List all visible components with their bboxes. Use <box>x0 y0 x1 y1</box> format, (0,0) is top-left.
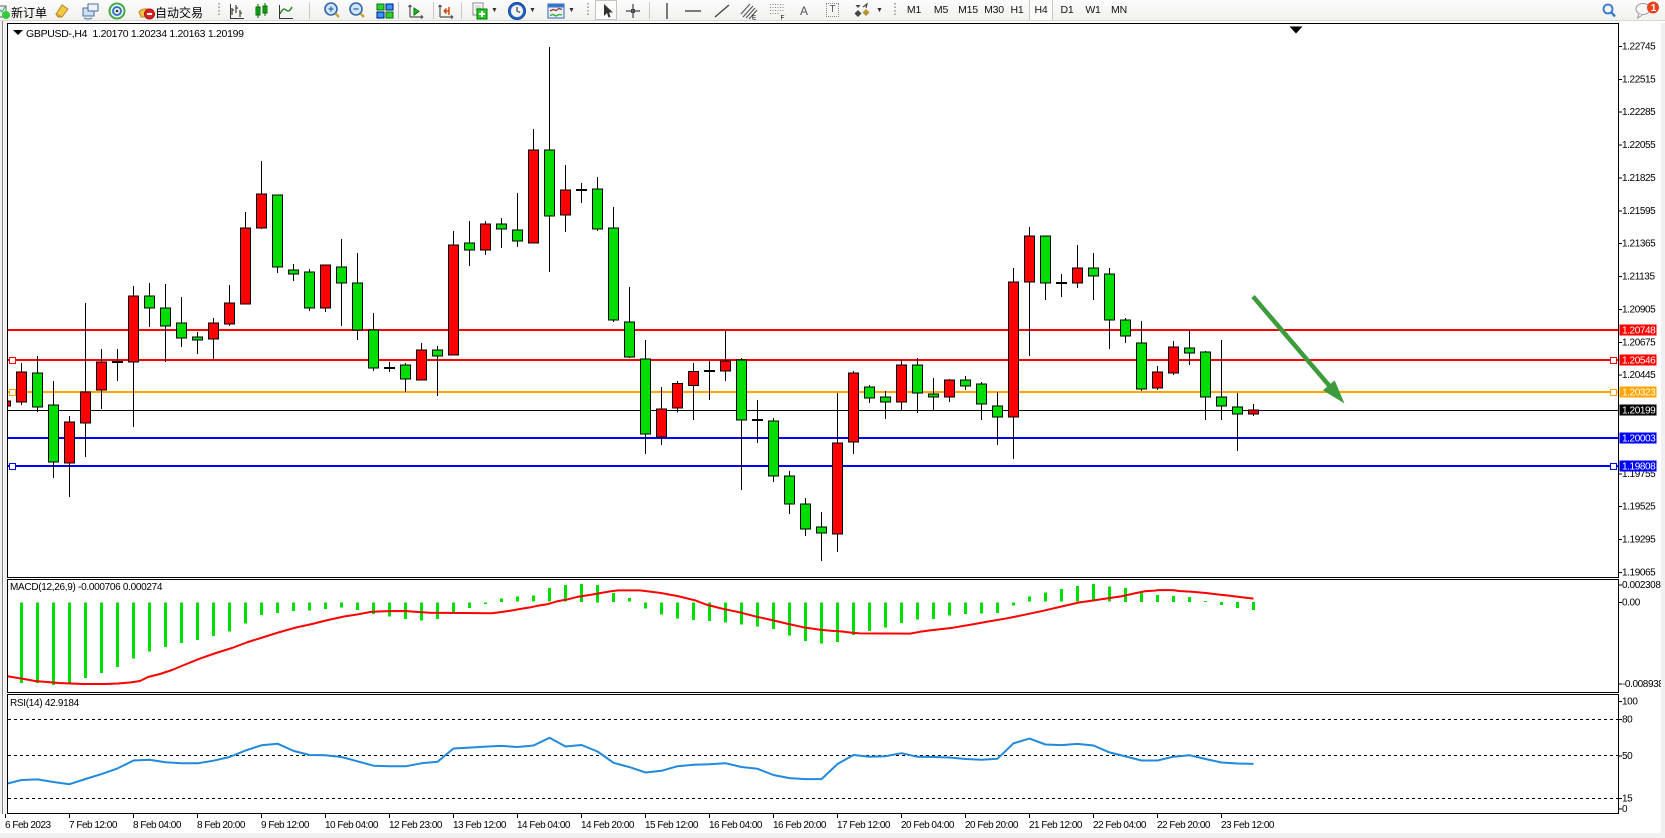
svg-text:1.20323: 1.20323 <box>1622 388 1656 399</box>
svg-text:15 Feb 12:00: 15 Feb 12:00 <box>645 820 699 831</box>
svg-text:1.22055: 1.22055 <box>1622 140 1656 151</box>
svg-text:1.19755: 1.19755 <box>1622 469 1656 480</box>
svg-text:100: 100 <box>1622 697 1638 708</box>
svg-text:1.22745: 1.22745 <box>1622 42 1656 53</box>
svg-text:1: 1 <box>1651 3 1657 14</box>
svg-text:0.00: 0.00 <box>1622 598 1641 609</box>
svg-text:0: 0 <box>1622 804 1628 815</box>
svg-text:7 Feb 12:00: 7 Feb 12:00 <box>69 820 118 831</box>
svg-text:15: 15 <box>1622 793 1633 804</box>
svg-text:12 Feb 23:00: 12 Feb 23:00 <box>389 820 443 831</box>
svg-text:1.20675: 1.20675 <box>1622 337 1656 348</box>
svg-text:20 Feb 20:00: 20 Feb 20:00 <box>965 820 1019 831</box>
svg-text:E: E <box>752 15 757 22</box>
svg-text:22 Feb 20:00: 22 Feb 20:00 <box>1157 820 1211 831</box>
svg-text:1.19808: 1.19808 <box>1622 462 1656 473</box>
svg-text:1.21135: 1.21135 <box>1622 272 1655 283</box>
svg-text:1.21595: 1.21595 <box>1622 206 1656 217</box>
svg-text:RSI(14) 42.9184: RSI(14) 42.9184 <box>10 698 80 709</box>
svg-text:13 Feb 12:00: 13 Feb 12:00 <box>453 820 507 831</box>
svg-text:23 Feb 12:00: 23 Feb 12:00 <box>1221 820 1275 831</box>
svg-text:1.19065: 1.19065 <box>1622 567 1656 578</box>
svg-text:F: F <box>781 15 785 22</box>
svg-text:1.21825: 1.21825 <box>1622 173 1656 184</box>
svg-text:1.20445: 1.20445 <box>1622 370 1656 381</box>
svg-text:1.22285: 1.22285 <box>1622 107 1656 118</box>
svg-text:22 Feb 04:00: 22 Feb 04:00 <box>1093 820 1147 831</box>
svg-text:17 Feb 12:00: 17 Feb 12:00 <box>837 820 891 831</box>
svg-text:9 Feb 12:00: 9 Feb 12:00 <box>261 820 310 831</box>
svg-text:1.21365: 1.21365 <box>1622 239 1656 250</box>
svg-text:16 Feb 20:00: 16 Feb 20:00 <box>773 820 827 831</box>
svg-text:1.22515: 1.22515 <box>1622 74 1656 85</box>
svg-text:0.002308: 0.002308 <box>1622 580 1661 591</box>
svg-text:14 Feb 20:00: 14 Feb 20:00 <box>581 820 635 831</box>
svg-text:GBPUSD-,H4 1.20170 1.20234 1.: GBPUSD-,H4 1.20170 1.20234 1.20163 1.201… <box>26 28 244 40</box>
svg-text:1.20905: 1.20905 <box>1622 304 1656 315</box>
svg-text:MACD(12,26,9) -0.000706 0.0002: MACD(12,26,9) -0.000706 0.000274 <box>10 582 163 593</box>
svg-text:6 Feb 2023: 6 Feb 2023 <box>5 820 52 831</box>
svg-text:10 Feb 04:00: 10 Feb 04:00 <box>325 820 379 831</box>
svg-text:50: 50 <box>1622 751 1633 762</box>
svg-text:1.19295: 1.19295 <box>1622 535 1656 546</box>
svg-text:1.20748: 1.20748 <box>1622 326 1656 337</box>
svg-text:8 Feb 20:00: 8 Feb 20:00 <box>197 820 246 831</box>
svg-text:1.20003: 1.20003 <box>1622 434 1656 445</box>
svg-text:21 Feb 12:00: 21 Feb 12:00 <box>1029 820 1083 831</box>
svg-text:16 Feb 04:00: 16 Feb 04:00 <box>709 820 763 831</box>
svg-text:14 Feb 04:00: 14 Feb 04:00 <box>517 820 571 831</box>
svg-text:-0.008938: -0.008938 <box>1622 679 1664 690</box>
svg-text:8 Feb 04:00: 8 Feb 04:00 <box>133 820 182 831</box>
svg-text:1.19525: 1.19525 <box>1622 502 1656 513</box>
svg-text:20 Feb 04:00: 20 Feb 04:00 <box>901 820 955 831</box>
svg-text:1.20546: 1.20546 <box>1622 356 1656 367</box>
svg-text:80: 80 <box>1622 715 1633 726</box>
svg-text:1.20199: 1.20199 <box>1622 406 1656 417</box>
